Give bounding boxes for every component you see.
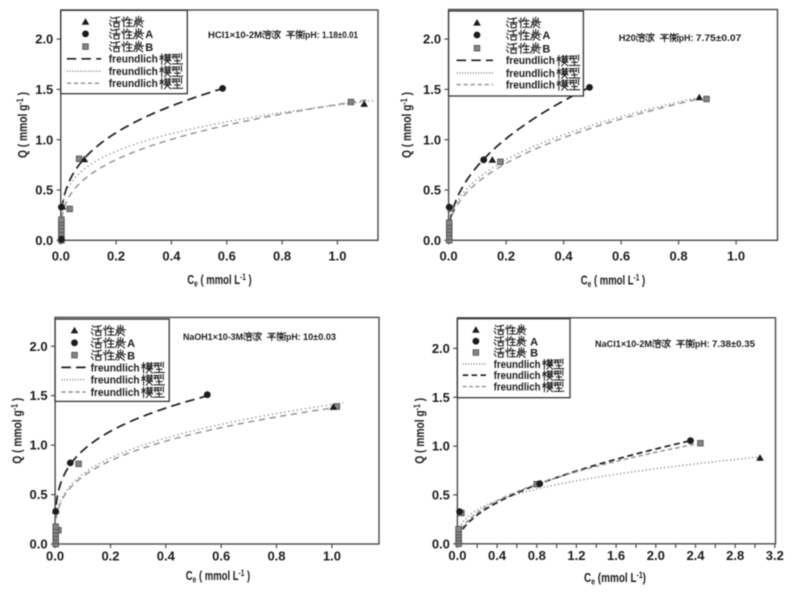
svg-text:freundlich: freundlich (494, 359, 541, 371)
svg-text:0.8: 0.8 (267, 548, 285, 563)
svg-text:2.4: 2.4 (686, 548, 705, 563)
svg-text:HCl1×10-2M: HCl1×10-2M (208, 30, 262, 41)
svg-text:0.8: 0.8 (273, 248, 291, 263)
svg-text:0.5: 0.5 (423, 183, 441, 198)
svg-text:freundlich: freundlich (109, 78, 158, 90)
svg-text:0.2: 0.2 (497, 248, 515, 263)
svg-text:pH:: pH: (695, 339, 712, 350)
svg-text:0.5: 0.5 (30, 487, 48, 502)
svg-text:2.0: 2.0 (30, 339, 48, 354)
svg-text:freundlich: freundlich (494, 382, 541, 394)
svg-text:0.8: 0.8 (528, 548, 546, 563)
svg-text:1.2: 1.2 (567, 548, 585, 563)
svg-text:3.2: 3.2 (766, 548, 784, 563)
svg-text:1.5: 1.5 (432, 390, 450, 405)
svg-text:0.5: 0.5 (432, 488, 450, 503)
svg-text:NaOH1×10-3M: NaOH1×10-3M (183, 332, 243, 343)
svg-text:Ce (mmol L-1): Ce (mmol L-1) (584, 570, 646, 587)
svg-text:H20: H20 (619, 33, 636, 44)
svg-text:0.0: 0.0 (448, 548, 466, 563)
svg-text:0.0: 0.0 (440, 248, 458, 263)
svg-text:B: B (530, 348, 538, 360)
svg-text:0.0: 0.0 (423, 233, 441, 248)
svg-text:0.4: 0.4 (162, 248, 181, 263)
svg-text:freundlich: freundlich (91, 375, 140, 387)
svg-text:0.2: 0.2 (101, 548, 119, 563)
svg-text:1.0: 1.0 (30, 438, 48, 453)
svg-text:1.5: 1.5 (35, 82, 53, 97)
svg-text:pH:: pH: (286, 332, 303, 343)
svg-text:Ce ( mmol L-1 ): Ce ( mmol L-1 ) (187, 272, 251, 289)
svg-text:1.0: 1.0 (423, 132, 441, 147)
svg-text:pH:: pH: (679, 33, 696, 44)
svg-text:B: B (542, 43, 550, 55)
svg-text:1.5: 1.5 (30, 388, 48, 403)
svg-text:A: A (145, 29, 153, 41)
svg-text:freundlich: freundlich (506, 68, 555, 80)
svg-text:Q ( mmol g-1 ): Q ( mmol g-1 ) (9, 398, 24, 464)
svg-text:Ce ( mmol L-1 ): Ce ( mmol L-1 ) (186, 568, 250, 585)
svg-text:1.5: 1.5 (423, 82, 441, 97)
svg-text:freundlich: freundlich (109, 54, 158, 66)
svg-text:2.0: 2.0 (35, 32, 53, 47)
svg-text:Q ( mmol g-1 ): Q ( mmol g-1 ) (399, 92, 414, 158)
svg-text:1.0: 1.0 (328, 248, 346, 263)
svg-text:freundlich: freundlich (506, 80, 555, 92)
svg-text:1.0: 1.0 (35, 132, 53, 147)
svg-text:pH:: pH: (305, 30, 322, 41)
svg-text:0.0: 0.0 (432, 536, 450, 551)
svg-text:freundlich: freundlich (91, 362, 140, 374)
svg-text:0.6: 0.6 (612, 248, 630, 263)
svg-text:7.75±0.07: 7.75±0.07 (696, 33, 742, 44)
svg-text:1.0: 1.0 (323, 548, 341, 563)
svg-text:Ce ( mmol L-1 ): Ce ( mmol L-1 ) (581, 273, 645, 290)
svg-text:Q ( mmol g-1 ): Q ( mmol g-1 ) (412, 398, 427, 464)
svg-text:0.4: 0.4 (555, 248, 574, 263)
svg-text:A: A (530, 336, 538, 348)
svg-text:A: A (127, 338, 135, 350)
svg-text:1.0: 1.0 (432, 439, 450, 454)
svg-text:2.0: 2.0 (647, 548, 665, 563)
svg-text:2.8: 2.8 (726, 548, 744, 563)
svg-text:0.6: 0.6 (212, 548, 230, 563)
svg-text:Q ( mmol g-1 ): Q ( mmol g-1 ) (15, 92, 30, 158)
svg-text:0.6: 0.6 (218, 248, 236, 263)
svg-text:10±0.03: 10±0.03 (303, 332, 336, 343)
svg-text:0.0: 0.0 (52, 248, 70, 263)
svg-text:0.8: 0.8 (670, 248, 688, 263)
svg-text:NaCl1×10-2M: NaCl1×10-2M (595, 339, 652, 350)
svg-text:freundlich: freundlich (494, 370, 541, 382)
svg-text:0.0: 0.0 (35, 233, 53, 248)
svg-text:freundlich: freundlich (91, 387, 140, 399)
svg-text:0.2: 0.2 (107, 248, 125, 263)
svg-text:7.38±0.35: 7.38±0.35 (712, 339, 756, 350)
svg-text:0.5: 0.5 (35, 183, 53, 198)
svg-text:freundlich: freundlich (506, 55, 555, 67)
svg-text:1.18±0.01: 1.18±0.01 (322, 30, 359, 41)
svg-text:B: B (127, 350, 135, 362)
svg-text:B: B (145, 42, 153, 54)
svg-text:0.4: 0.4 (488, 548, 507, 563)
svg-text:0.0: 0.0 (30, 537, 48, 552)
svg-text:0.0: 0.0 (46, 548, 64, 563)
svg-text:2.0: 2.0 (432, 341, 450, 356)
svg-text:0.4: 0.4 (157, 548, 176, 563)
svg-text:freundlich: freundlich (109, 66, 158, 78)
svg-text:2.0: 2.0 (423, 32, 441, 47)
svg-text:1.6: 1.6 (607, 548, 625, 563)
svg-text:1.0: 1.0 (727, 248, 745, 263)
svg-text:A: A (542, 30, 550, 42)
